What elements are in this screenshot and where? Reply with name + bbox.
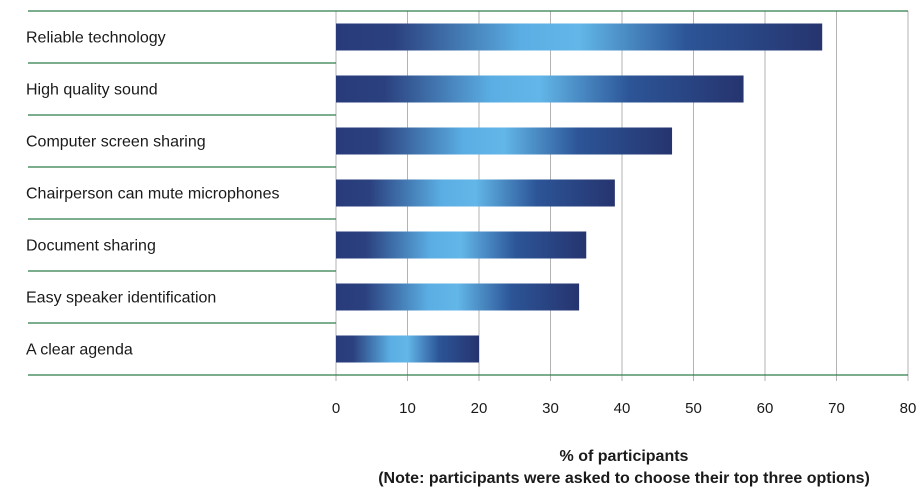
category-label: Document sharing [26, 238, 156, 255]
bar-5 [336, 231, 587, 259]
grid-lines [335, 11, 909, 381]
category-labels: Reliable technology High quality sound Com… [26, 30, 279, 359]
bars [336, 23, 823, 363]
category-label: Chairperson can mute microphones [26, 186, 279, 203]
x-tick-label: 30 [542, 400, 559, 417]
x-tick-label: 20 [471, 400, 488, 417]
bar-4 [336, 179, 615, 207]
x-tick-label: 50 [685, 400, 702, 417]
x-tick-label: 60 [757, 400, 774, 417]
category-label: Reliable technology [26, 30, 166, 47]
category-label: A clear agenda [26, 342, 133, 359]
bar-2 [336, 75, 744, 103]
bar-3 [336, 127, 673, 155]
category-label: High quality sound [26, 82, 158, 99]
x-tick-label: 40 [614, 400, 631, 417]
row-separators [28, 10, 908, 376]
bar-6 [336, 283, 580, 311]
x-tick-label: 80 [900, 400, 917, 417]
x-tick-label: 70 [828, 400, 845, 417]
x-axis-ticks: 0 10 20 30 40 50 60 70 80 [332, 400, 917, 417]
x-tick-label: 0 [332, 400, 340, 417]
x-tick-label: 10 [399, 400, 416, 417]
x-axis-title: % of participants [560, 448, 689, 465]
chart-note: (Note: participants were asked to choose… [378, 470, 870, 487]
bar-7 [336, 335, 479, 363]
bar-1 [336, 23, 823, 51]
category-label: Easy speaker identification [26, 290, 216, 307]
category-label: Computer screen sharing [26, 134, 206, 151]
